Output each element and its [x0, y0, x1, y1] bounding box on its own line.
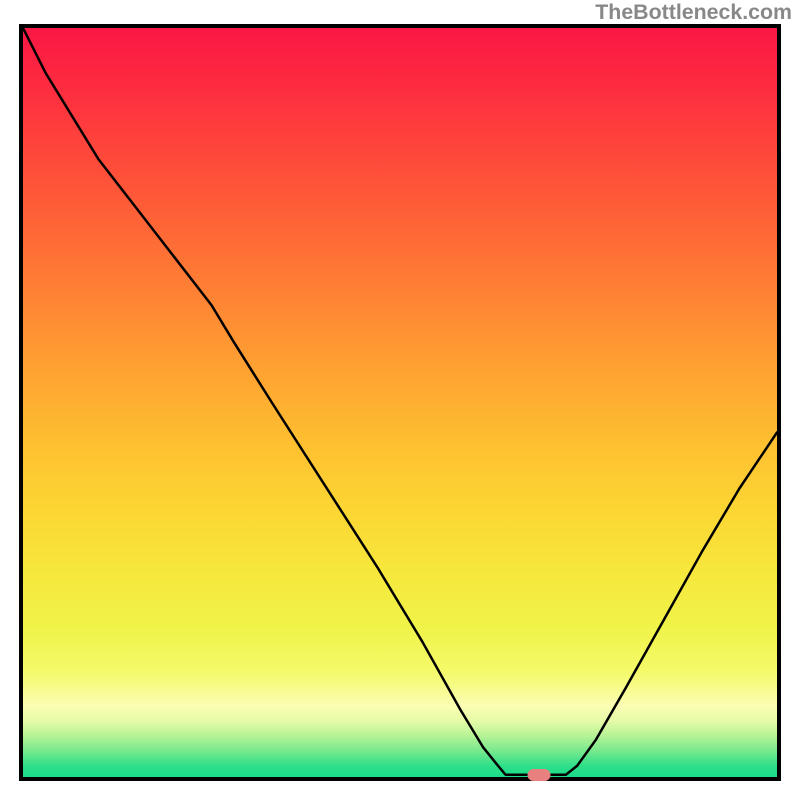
- plot-area: [19, 24, 781, 781]
- chart-container: TheBottleneck.com: [0, 0, 800, 800]
- attribution-text: TheBottleneck.com: [595, 0, 792, 25]
- gradient-rect: [23, 28, 777, 777]
- optimum-marker: [528, 769, 551, 781]
- curve-layer: [23, 28, 777, 777]
